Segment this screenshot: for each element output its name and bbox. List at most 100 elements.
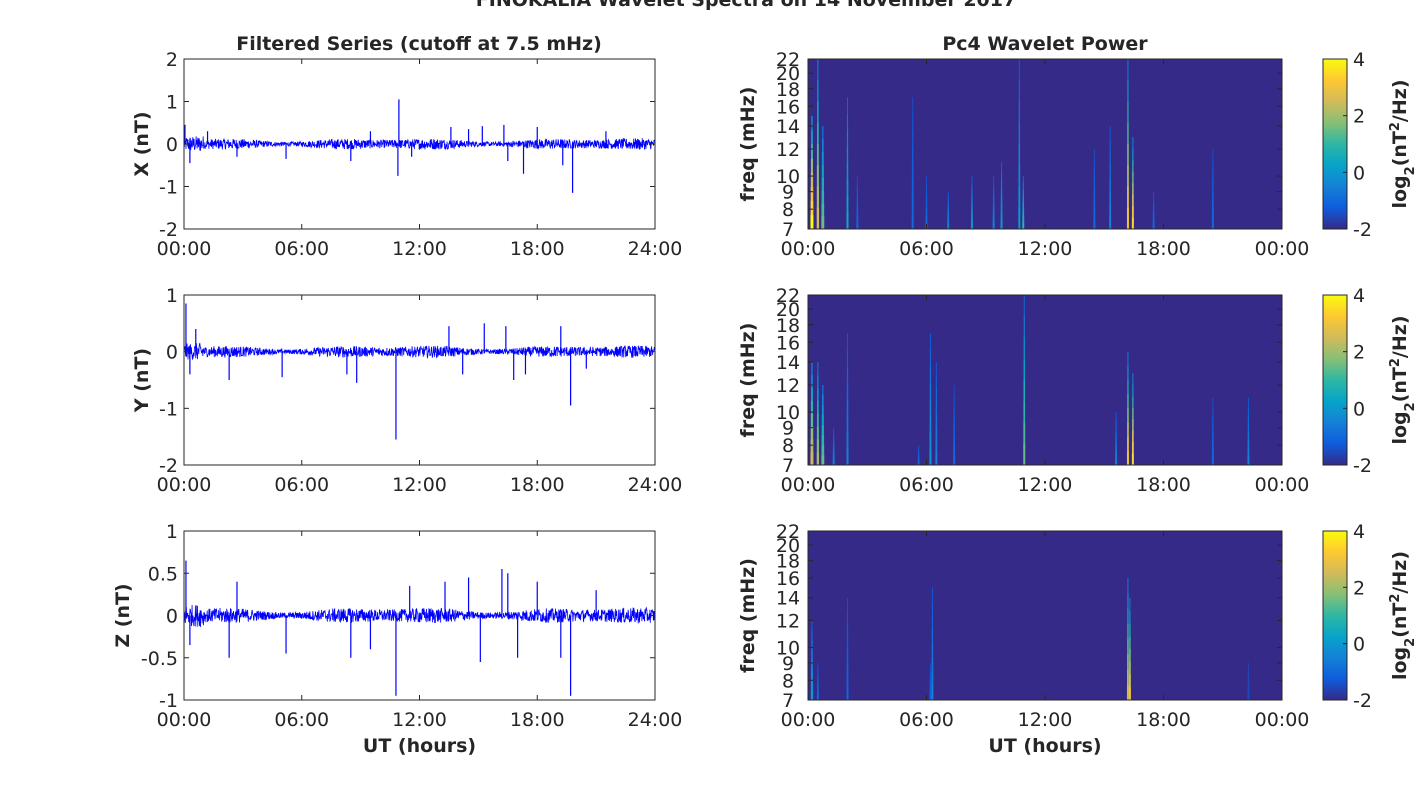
power-burst: [1129, 610, 1131, 624]
power-burst: [1211, 218, 1214, 229]
power-burst: [846, 623, 849, 637]
power-burst: [935, 400, 938, 415]
power-burst: [1132, 171, 1134, 184]
power-burst: [846, 179, 849, 197]
y-tick-label: -1: [159, 177, 178, 199]
power-burst: [1023, 401, 1026, 423]
power-burst: [810, 214, 814, 229]
power-burst: [810, 426, 814, 440]
series-panel-y: 00:00 06:00 12:00 18:00 24:00 -2 -1 0 1 Y (nT): [131, 285, 682, 496]
power-burst: [1212, 406, 1214, 416]
power-burst: [856, 176, 858, 184]
power-burst: [1129, 623, 1131, 637]
power-burst: [1212, 397, 1214, 407]
y-tick-label: 8: [782, 670, 794, 692]
y-axis-label: X (nT): [131, 111, 153, 176]
power-burst: [1132, 137, 1134, 150]
power-burst: [1247, 431, 1250, 441]
power-burst: [817, 101, 819, 124]
x-tick-label: 18:00: [1136, 238, 1191, 260]
power-burst: [1115, 438, 1117, 446]
power-burst: [1127, 577, 1129, 594]
y-tick-label: 10: [776, 637, 800, 659]
y-tick-label: 12: [776, 610, 800, 632]
power-burst: [1132, 194, 1134, 207]
power-burst: [1093, 198, 1096, 210]
power-burst: [811, 630, 813, 641]
power-burst: [817, 681, 819, 687]
power-burst: [1018, 101, 1020, 124]
power-burst: [992, 202, 995, 210]
power-burst: [816, 439, 819, 453]
power-burst: [1129, 648, 1131, 663]
y-tick-label: 8: [782, 435, 794, 457]
power-burst: [971, 176, 973, 184]
power-burst: [929, 366, 932, 384]
power-burst: [856, 202, 859, 210]
power-burst: [1132, 419, 1134, 432]
power-burst: [846, 610, 849, 624]
spectrum-background: [808, 59, 1282, 229]
y-tick-label: 2: [166, 49, 178, 71]
colorbar-gradient: [1322, 530, 1348, 701]
power-burst: [821, 454, 825, 465]
power-burst: [1109, 177, 1111, 191]
power-burst: [821, 444, 825, 456]
power-burst: [1129, 661, 1131, 675]
power-burst: [947, 215, 950, 221]
power-burst: [1247, 672, 1250, 678]
y-tick-label: 12: [776, 375, 800, 397]
power-burst: [1109, 138, 1111, 153]
power-burst: [1212, 439, 1214, 449]
power-burst: [1212, 198, 1214, 210]
power-burst: [1132, 430, 1134, 443]
power-burst: [929, 676, 932, 682]
x-axis-label: UT (hours): [988, 735, 1101, 757]
colorbar-tick-label: -2: [1353, 455, 1372, 477]
power-burst: [816, 144, 819, 166]
power-burst: [911, 146, 914, 164]
colorbar: -2 0 2 4 log2(nT2/Hz): [1322, 49, 1418, 241]
power-burst: [947, 191, 949, 197]
power-burst: [1018, 165, 1021, 187]
power-burst: [832, 460, 835, 465]
trace-line: [183, 136, 656, 151]
x-tick-label: 18:00: [1136, 474, 1191, 496]
x-tick-label: 00:00: [157, 238, 212, 260]
power-burst: [912, 97, 914, 115]
power-burst: [929, 686, 932, 692]
power-burst: [1001, 161, 1003, 171]
power-burst: [971, 202, 973, 210]
x-tick-label: 18:00: [1136, 709, 1191, 731]
figure-title: FINOKALIA Wavelet Spectra on 14 November…: [476, 0, 1016, 11]
power-burst: [935, 387, 937, 402]
power-burst: [1132, 407, 1134, 420]
power-burst: [953, 404, 955, 416]
power-burst: [1018, 122, 1021, 145]
power-burst: [1152, 210, 1155, 216]
power-burst: [1022, 189, 1024, 197]
colorbar-tick-label: 2: [1353, 342, 1365, 364]
spectrum-background: [808, 531, 1282, 700]
power-burst: [1109, 151, 1111, 166]
power-burst: [1132, 396, 1134, 409]
power-burst: [1127, 59, 1129, 81]
power-burst: [1127, 165, 1129, 187]
spectrum-background: [808, 295, 1282, 465]
power-burst: [846, 212, 849, 229]
power-burst: [1211, 208, 1214, 220]
power-burst: [1018, 207, 1021, 229]
y-tick-label: 22: [776, 521, 800, 543]
power-burst: [931, 629, 934, 645]
power-burst: [947, 205, 949, 211]
power-burst: [1126, 207, 1129, 229]
power-burst: [947, 196, 949, 202]
power-burst: [929, 349, 931, 367]
power-burst: [926, 176, 927, 184]
y-tick-label: 0: [166, 342, 178, 364]
x-tick-label: 00:00: [157, 709, 212, 731]
power-burst: [816, 695, 819, 700]
colorbar-tick-label: 2: [1353, 577, 1365, 599]
power-burst: [953, 394, 955, 406]
power-burst: [832, 455, 835, 461]
